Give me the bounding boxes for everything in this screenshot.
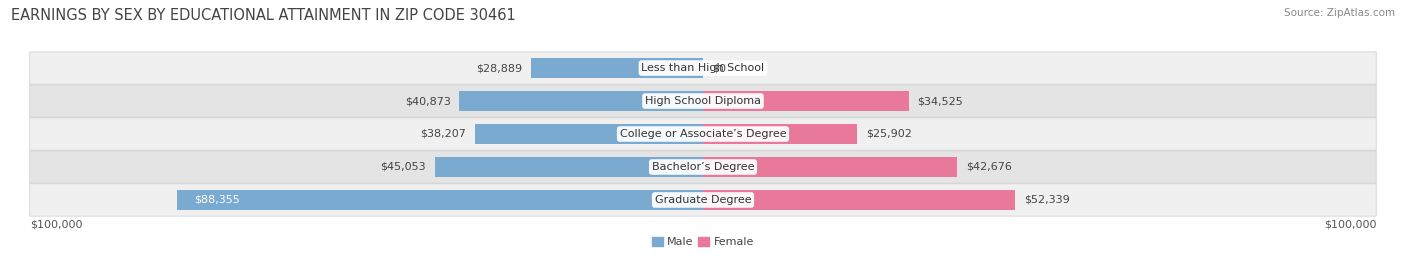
Text: $34,525: $34,525 (918, 96, 963, 106)
Legend: Male, Female: Male, Female (647, 233, 759, 252)
Text: EARNINGS BY SEX BY EDUCATIONAL ATTAINMENT IN ZIP CODE 30461: EARNINGS BY SEX BY EDUCATIONAL ATTAINMEN… (11, 8, 516, 23)
Text: $28,889: $28,889 (475, 63, 522, 73)
Text: $38,207: $38,207 (420, 129, 467, 139)
FancyBboxPatch shape (30, 85, 1376, 117)
Bar (434, 157, 703, 177)
Text: $42,676: $42,676 (966, 162, 1012, 172)
Text: $100,000: $100,000 (1323, 220, 1376, 230)
Text: $40,873: $40,873 (405, 96, 450, 106)
FancyBboxPatch shape (30, 52, 1376, 84)
Text: High School Diploma: High School Diploma (645, 96, 761, 106)
Text: $52,339: $52,339 (1024, 195, 1070, 205)
FancyBboxPatch shape (30, 184, 1376, 216)
Bar (703, 190, 1015, 210)
Bar (703, 124, 858, 144)
Text: $25,902: $25,902 (866, 129, 912, 139)
Bar (703, 157, 957, 177)
Bar (177, 190, 703, 210)
Text: $100,000: $100,000 (30, 220, 83, 230)
Bar (475, 124, 703, 144)
Text: $45,053: $45,053 (380, 162, 426, 172)
Text: Source: ZipAtlas.com: Source: ZipAtlas.com (1284, 8, 1395, 18)
Bar (460, 91, 703, 111)
Bar (531, 58, 703, 78)
Text: Bachelor’s Degree: Bachelor’s Degree (652, 162, 754, 172)
Text: $0: $0 (711, 63, 725, 73)
Text: $88,355: $88,355 (194, 195, 240, 205)
FancyBboxPatch shape (30, 151, 1376, 183)
Text: College or Associate’s Degree: College or Associate’s Degree (620, 129, 786, 139)
Text: Graduate Degree: Graduate Degree (655, 195, 751, 205)
FancyBboxPatch shape (30, 118, 1376, 150)
Bar (703, 91, 908, 111)
Text: Less than High School: Less than High School (641, 63, 765, 73)
